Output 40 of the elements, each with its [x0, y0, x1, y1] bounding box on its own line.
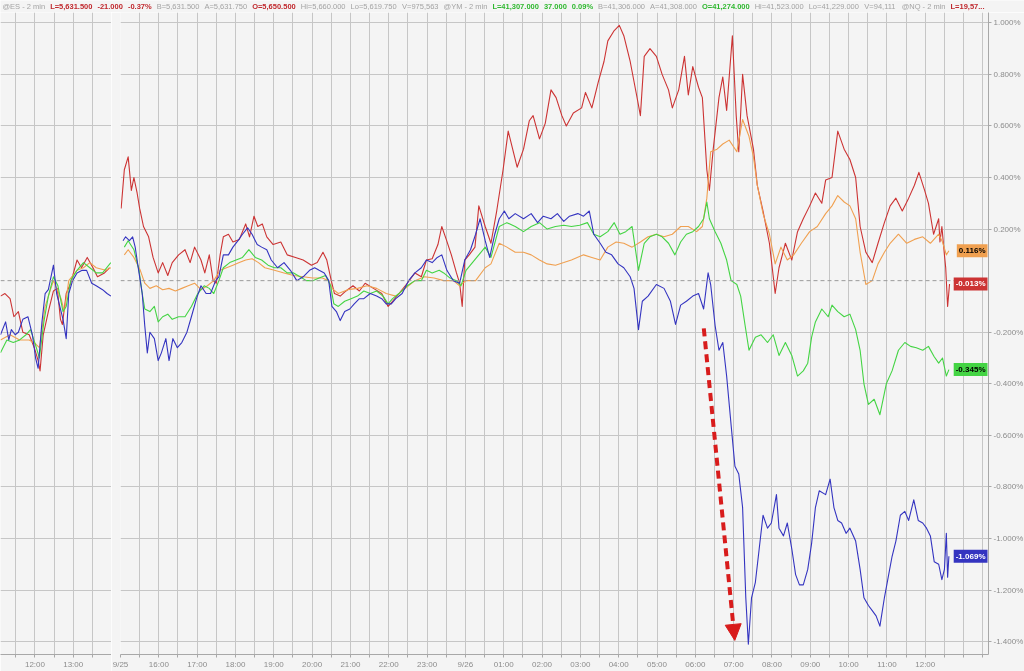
x-tick-label: 08:00	[761, 659, 783, 669]
x-tick-label: 22:00	[378, 659, 400, 669]
y-tick-label: -1.400%	[993, 637, 1024, 647]
y-tick-label: -0.600%	[993, 430, 1024, 440]
y-tick-label: -0.800%	[993, 482, 1024, 492]
x-tick-label: 20:00	[302, 659, 323, 669]
x-tick-label: 09:00	[800, 659, 821, 669]
x-tick-label: 05:00	[647, 659, 668, 669]
x-tick-label: 11:00	[877, 659, 898, 669]
x-tick-label: 9/26	[457, 659, 474, 669]
x-tick-label: 01:00	[493, 659, 515, 669]
x-tick-label: 10:00	[838, 659, 860, 669]
y-tick-label: -0.200%	[993, 327, 1024, 337]
x-tick-label: 18:00	[225, 659, 247, 669]
x-tick-label: 04:00	[608, 659, 630, 669]
x-tick-label: 02:00	[532, 659, 553, 669]
y-tick-label: -1.000%	[993, 533, 1024, 543]
x-tick-label: 06:00	[685, 659, 706, 669]
y-tick-label: 0.800%	[993, 69, 1021, 79]
y-tick-label: 0.600%	[993, 121, 1021, 131]
x-tick-label: 17:00	[187, 659, 208, 669]
data-label: -0.013%	[955, 279, 986, 289]
x-tick-label: 12:00	[24, 659, 46, 669]
x-tick-label: 12:00	[915, 659, 936, 669]
y-tick-label: 1.000%	[993, 18, 1021, 28]
x-tick-label: 9/25	[112, 659, 129, 669]
x-tick-label: 21:00	[340, 659, 361, 669]
y-tick-label: 0.400%	[993, 173, 1021, 183]
x-tick-label: 07:00	[723, 659, 745, 669]
x-tick-label: 13:00	[63, 659, 84, 669]
x-tick-label: 16:00	[148, 659, 170, 669]
x-tick-label: 19:00	[263, 659, 285, 669]
y-tick-label: -0.400%	[993, 379, 1024, 389]
data-label: -1.069%	[955, 551, 986, 561]
x-tick-label: 03:00	[570, 659, 591, 669]
x-tick-label: 23:00	[417, 659, 438, 669]
data-label: -0.345%	[955, 365, 986, 375]
data-label: 0.116%	[958, 246, 986, 256]
y-tick-label: -1.200%	[993, 585, 1024, 595]
y-tick-label: 0.200%	[993, 224, 1021, 234]
